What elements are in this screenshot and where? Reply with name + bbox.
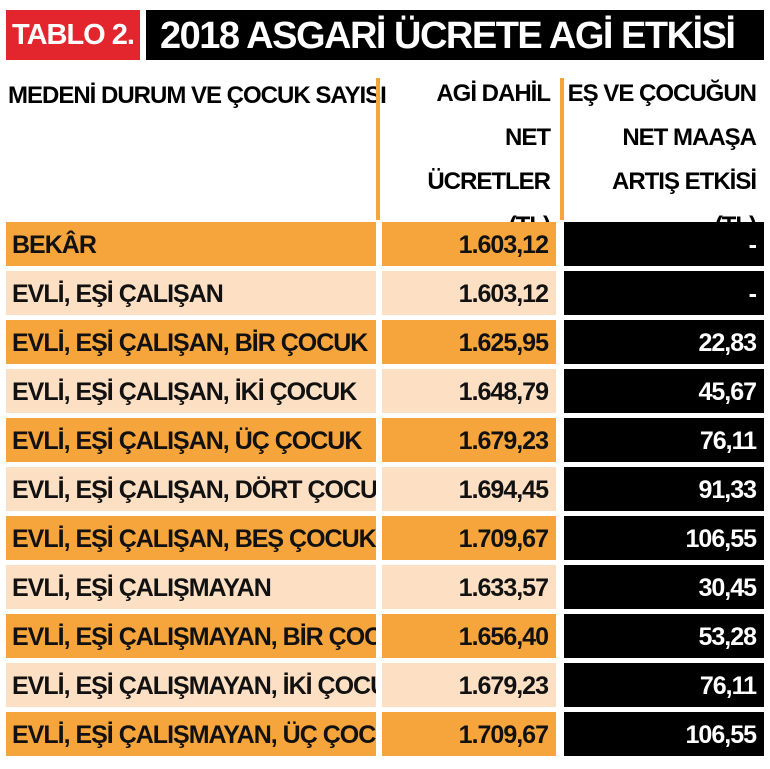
table-row: EVLİ, EŞİ ÇALIŞMAYAN, İKİ ÇOCUK 1.679,23 7… — [0, 663, 770, 707]
row-label: EVLİ, EŞİ ÇALIŞAN, İKİ ÇOCUK — [6, 369, 376, 413]
table-row: EVLİ, EŞİ ÇALIŞMAYAN 1.633,57 30,45 — [0, 565, 770, 609]
row-net-wage: 1.679,23 — [382, 418, 556, 462]
row-increase-effect: - — [564, 271, 764, 315]
header-marital-status: MEDENİ DURUM VE ÇOCUK SAYISI — [8, 82, 387, 109]
table-row: EVLİ, EŞİ ÇALIŞAN, BİR ÇOCUK 1.625,95 22,8… — [0, 320, 770, 364]
row-net-wage: 1.603,12 — [382, 271, 556, 315]
header-increase-effect-line: EŞ VE ÇOCUĞUN — [567, 80, 757, 107]
row-net-wage: 1.656,40 — [382, 614, 556, 658]
table-row: BEKÂR 1.603,12- — [0, 222, 770, 266]
row-label: BEKÂR — [6, 222, 376, 266]
row-net-wage: 1.679,23 — [382, 663, 556, 707]
table-row: EVLİ, EŞİ ÇALIŞAN, İKİ ÇOCUK 1.648,79 45,6… — [0, 369, 770, 413]
row-label: EVLİ, EŞİ ÇALIŞMAYAN, İKİ ÇOCUK — [6, 663, 376, 707]
row-net-wage: 1.648,79 — [382, 369, 556, 413]
row-label: EVLİ, EŞİ ÇALIŞMAYAN, BİR ÇOCUK — [6, 614, 376, 658]
row-label: EVLİ, EŞİ ÇALIŞAN, BİR ÇOCUK — [6, 320, 376, 364]
row-increase-effect: 106,55 — [564, 712, 764, 756]
table-row: EVLİ, EŞİ ÇALIŞAN, ÜÇ ÇOCUK 1.679,23 76,11 — [0, 418, 770, 462]
header-net-wage-line: AGİ DAHİL — [436, 80, 551, 107]
table-row: EVLİ, EŞİ ÇALIŞAN, DÖRT ÇOCUK 1.694,45 91,… — [0, 467, 770, 511]
table-row: EVLİ, EŞİ ÇALIŞMAYAN, ÜÇ ÇOCUK 1.709,67 10… — [0, 712, 770, 756]
row-label: EVLİ, EŞİ ÇALIŞAN, DÖRT ÇOCUK — [6, 467, 376, 511]
header-increase-effect-line: NET MAAŞA — [622, 124, 757, 151]
table-header: MEDENİ DURUM VE ÇOCUK SAYISI AGİ DAHİL N… — [0, 72, 770, 239]
header-net-wage: AGİ DAHİL NET ÜCRETLER (TL) — [382, 72, 551, 248]
header-net-wage-line: NET ÜCRETLER — [427, 124, 551, 195]
title-bar: TABLO 2. 2018 ASGARİ ÜCRETE AGİ ETKİSİ — [0, 0, 770, 68]
row-net-wage: 1.603,12 — [382, 222, 556, 266]
row-increase-effect: 30,45 — [564, 565, 764, 609]
table-number-tag: TABLO 2. — [6, 10, 140, 60]
row-label: EVLİ, EŞİ ÇALIŞAN, BEŞ ÇOCUK — [6, 516, 376, 560]
row-increase-effect: 22,83 — [564, 320, 764, 364]
row-net-wage: 1.709,67 — [382, 712, 556, 756]
table-row: EVLİ, EŞİ ÇALIŞAN 1.603,12- — [0, 271, 770, 315]
row-net-wage: 1.633,57 — [382, 565, 556, 609]
row-label: EVLİ, EŞİ ÇALIŞMAYAN, ÜÇ ÇOCUK — [6, 712, 376, 756]
table-row: EVLİ, EŞİ ÇALIŞAN, BEŞ ÇOCUK 1.709,67 106,… — [0, 516, 770, 560]
row-label: EVLİ, EŞİ ÇALIŞAN — [6, 271, 376, 315]
table-row: EVLİ, EŞİ ÇALIŞMAYAN, BİR ÇOCUK 1.656,40 5… — [0, 614, 770, 658]
row-label: EVLİ, EŞİ ÇALIŞMAYAN — [6, 565, 376, 609]
row-net-wage: 1.694,45 — [382, 467, 556, 511]
row-increase-effect: 53,28 — [564, 614, 764, 658]
row-net-wage: 1.709,67 — [382, 516, 556, 560]
row-increase-effect: 76,11 — [564, 418, 764, 462]
row-increase-effect: 76,11 — [564, 663, 764, 707]
row-label: EVLİ, EŞİ ÇALIŞAN, ÜÇ ÇOCUK — [6, 418, 376, 462]
row-increase-effect: 91,33 — [564, 467, 764, 511]
header-divider — [376, 78, 380, 220]
row-increase-effect: 106,55 — [564, 516, 764, 560]
table-title: 2018 ASGARİ ÜCRETE AGİ ETKİSİ — [146, 10, 764, 60]
header-divider — [560, 78, 564, 220]
row-increase-effect: - — [564, 222, 764, 266]
row-increase-effect: 45,67 — [564, 369, 764, 413]
row-net-wage: 1.625,95 — [382, 320, 556, 364]
